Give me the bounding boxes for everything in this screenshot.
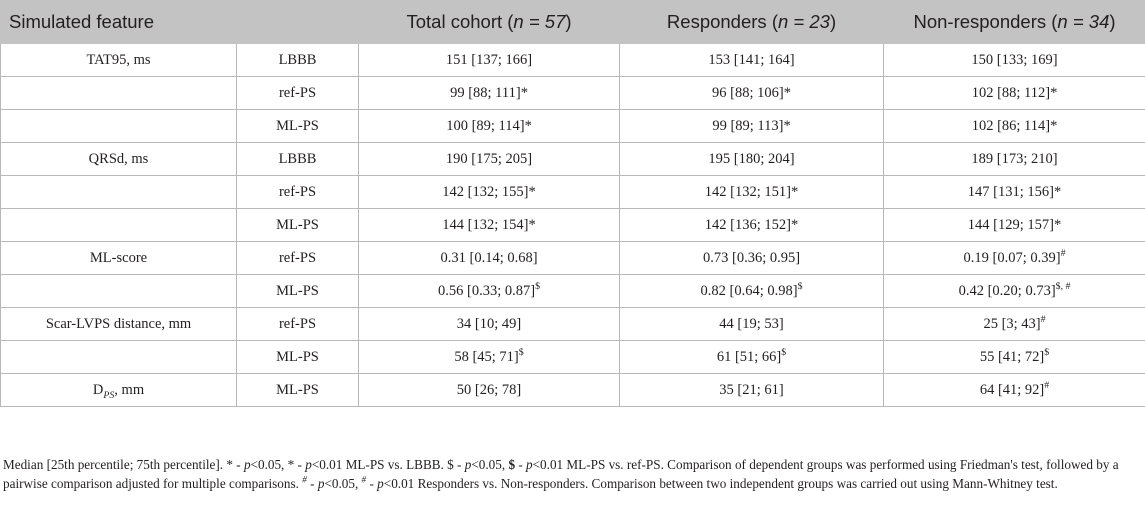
nonresponders-value-cell: 0.42 [0.20; 0.73]$, # [883,274,1145,308]
feature-cell [0,340,237,374]
method-cell: ML-PS [235,373,360,407]
significance-mark: $ [535,280,540,292]
significance-mark: # [1040,313,1046,325]
header-simulated-feature: Simulated feature [0,0,360,44]
significance-mark: $, # [1055,280,1071,292]
table-row: Scar-LVPS distance, mm ref-PS 34 [10; 49] 4… [0,307,1145,341]
significance-mark: $ [797,280,803,292]
table-row: ref-PS 142 [132; 155]* 142 [132; 151]* 147 … [0,175,1145,209]
nonresponders-value-cell: 102 [86; 114]* [883,109,1145,143]
responders-value-cell: 0.82 [0.64; 0.98]$ [619,274,885,308]
header-responders: Responders (n = 23) [619,0,885,44]
table-row: DPS, mm ML-PS 50 [26; 78] 35 [21; 61] 64 [41… [0,373,1145,407]
responders-value-cell: 99 [89; 113]* [619,109,885,143]
method-cell: LBBB [235,142,360,176]
nonresponders-value-cell: 147 [131; 156]* [883,175,1145,209]
method-cell: ML-PS [235,274,360,308]
feature-cell: Scar-LVPS distance, mm [0,307,237,341]
nonresponders-value-cell: 189 [173; 210] [883,142,1145,176]
total-value-cell: 58 [45; 71]$ [358,340,621,374]
method-cell: ML-PS [235,340,360,374]
responders-value-cell: 142 [132; 151]* [619,175,885,209]
method-cell: ref-PS [235,175,360,209]
responders-value-cell: 44 [19; 53] [619,307,885,341]
total-value-cell: 50 [26; 78] [358,373,621,407]
method-cell: ref-PS [235,241,360,275]
feature-cell: TAT95, ms [0,43,237,77]
method-cell: ML-PS [235,208,360,242]
significance-mark: $ [781,346,787,358]
table-row: ML-PS 100 [89; 114]* 99 [89; 113]* 102 [86;… [0,109,1145,143]
significance-mark: # [1060,247,1066,259]
method-cell: ML-PS [235,109,360,143]
responders-value-cell: 61 [51; 66]$ [619,340,885,374]
total-value-cell: 0.56 [0.33; 0.87]$ [358,274,621,308]
header-non-responders: Non-responders (n = 34) [883,0,1145,44]
responders-value-cell: 142 [136; 152]* [619,208,885,242]
responders-value-cell: 96 [88; 106]* [619,76,885,110]
table-row: ML-score ref-PS 0.31 [0.14; 0.68] 0.73 [0.3… [0,241,1145,275]
feature-cell: QRSd, ms [0,142,237,176]
total-value-cell: 34 [10; 49] [358,307,621,341]
total-value-cell: 0.31 [0.14; 0.68] [358,241,621,275]
feature-cell [0,274,237,308]
responders-value-cell: 0.73 [0.36; 0.95] [619,241,885,275]
significance-mark: # [1044,379,1050,391]
nonresponders-value-cell: 55 [41; 72]$ [883,340,1145,374]
nonresponders-value-cell: 102 [88; 112]* [883,76,1145,110]
total-value-cell: 100 [89; 114]* [358,109,621,143]
method-cell: ref-PS [235,76,360,110]
feature-cell [0,109,237,143]
feature-cell [0,175,237,209]
feature-cell: ML-score [0,241,237,275]
table-footnote: Median [25th percentile; 75th percentile… [3,457,1119,491]
responders-value-cell: 35 [21; 61] [619,373,885,407]
nonresponders-value-cell: 150 [133; 169] [883,43,1145,77]
total-value-cell: 144 [132; 154]* [358,208,621,242]
nonresponders-value-cell: 144 [129; 157]* [883,208,1145,242]
table-row: ref-PS 99 [88; 111]* 96 [88; 106]* 102 [88;… [0,76,1145,110]
table-row: QRSd, ms LBBB 190 [175; 205] 195 [180; 204]… [0,142,1145,176]
nonresponders-value-cell: 64 [41; 92]# [883,373,1145,407]
table-row: ML-PS 0.56 [0.33; 0.87]$ 0.82 [0.64; 0.98]… [0,274,1145,308]
total-value-cell: 99 [88; 111]* [358,76,621,110]
header-total-cohort: Total cohort (n = 57) [358,0,621,44]
method-cell: ref-PS [235,307,360,341]
feature-cell: DPS, mm [0,373,237,407]
total-value-cell: 142 [132; 155]* [358,175,621,209]
feature-cell [0,76,237,110]
total-value-cell: 190 [175; 205] [358,142,621,176]
table-header-row: Simulated feature Total cohort (n = 57) … [0,0,1145,44]
method-cell: LBBB [235,43,360,77]
significance-mark: $ [1044,346,1050,358]
table-row: TAT95, ms LBBB 151 [137; 166] 153 [141; 164… [0,43,1145,77]
results-table: Simulated feature Total cohort (n = 57) … [0,0,1145,407]
total-value-cell: 151 [137; 166] [358,43,621,77]
table-row: ML-PS 144 [132; 154]* 142 [136; 152]* 144 [… [0,208,1145,242]
nonresponders-value-cell: 25 [3; 43]# [883,307,1145,341]
responders-value-cell: 153 [141; 164] [619,43,885,77]
feature-cell [0,208,237,242]
significance-mark: $ [518,346,524,358]
nonresponders-value-cell: 0.19 [0.07; 0.39]# [883,241,1145,275]
responders-value-cell: 195 [180; 204] [619,142,885,176]
table-row: ML-PS 58 [45; 71]$ 61 [51; 66]$ 55 [41; 72]… [0,340,1145,374]
